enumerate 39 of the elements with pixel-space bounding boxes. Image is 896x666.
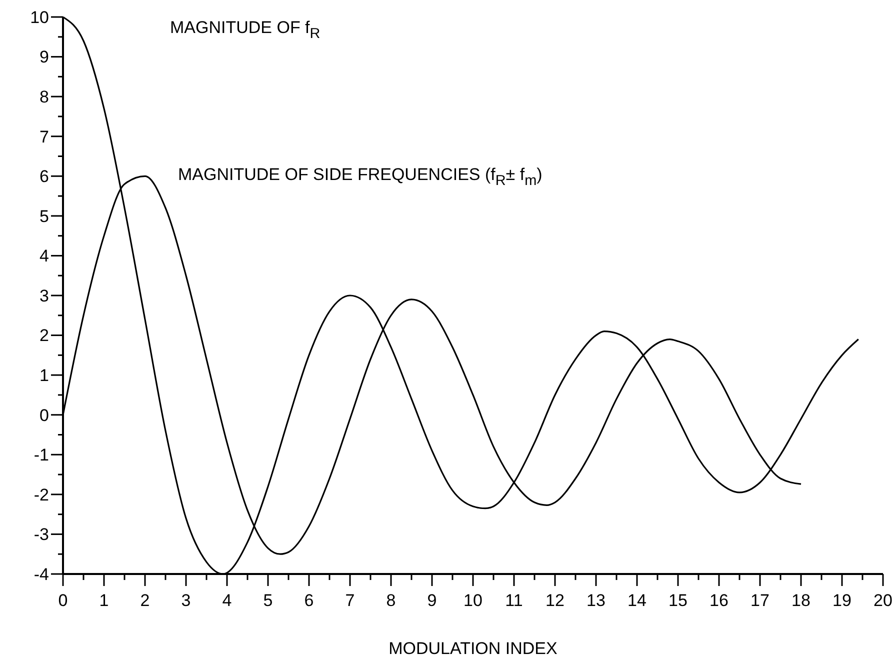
x-tick-label: 18 [792,591,810,610]
annotation: MAGNITUDE OF SIDE FREQUENCIES (f$_{R}$± f$_{m}$) [178,165,542,189]
y-tick-label: -1 [34,446,49,465]
y-tick-label: 6 [40,167,49,186]
y-tick-label: 9 [40,48,49,67]
x-tick-label: 6 [304,591,314,610]
y-tick-label: 3 [40,286,49,306]
x-tick-label: 12 [546,591,564,610]
x-tick-label: 11 [505,591,523,610]
y-tick-label: -4 [34,564,49,584]
y-tick-label: 4 [40,246,49,266]
x-tick-label: 17 [750,591,770,610]
x-tick-label: 20 [874,591,892,610]
x-tick-label: 16 [710,591,728,610]
x-tick-label: 7 [345,591,355,610]
x-tick-label: 19 [832,591,852,610]
x-tick-label: 4 [222,591,232,610]
x-tick-label: 10 [464,591,482,610]
y-tick-label: 8 [40,88,49,107]
y-tick-label: 0 [40,406,49,425]
y-tick-label: 2 [40,326,49,346]
y-tick-label: 10 [30,8,49,27]
y-tick-label: -3 [34,525,49,544]
x-tick-label: 14 [628,591,646,610]
y-tick-label: 7 [40,127,49,146]
y-tick-label: -2 [34,485,49,504]
x-tick-label: 8 [386,591,396,610]
x-tick-label: 1 [99,591,109,610]
x-tick-label: 0 [58,591,68,610]
x-tick-label: 2 [140,591,150,610]
x-tick-label: 13 [586,591,606,610]
y-tick-label: 1 [40,366,49,386]
annotation: MAGNITUDE OF f$_{R}$ [170,18,320,42]
y-tick-label: 5 [40,206,49,226]
x-tick-label: 9 [427,591,437,610]
x-tick-label: 5 [263,591,273,610]
x-tick-label: 15 [668,591,688,610]
x-axis-title: MODULATION INDEX [388,639,558,658]
x-tick-label: 3 [181,591,191,610]
